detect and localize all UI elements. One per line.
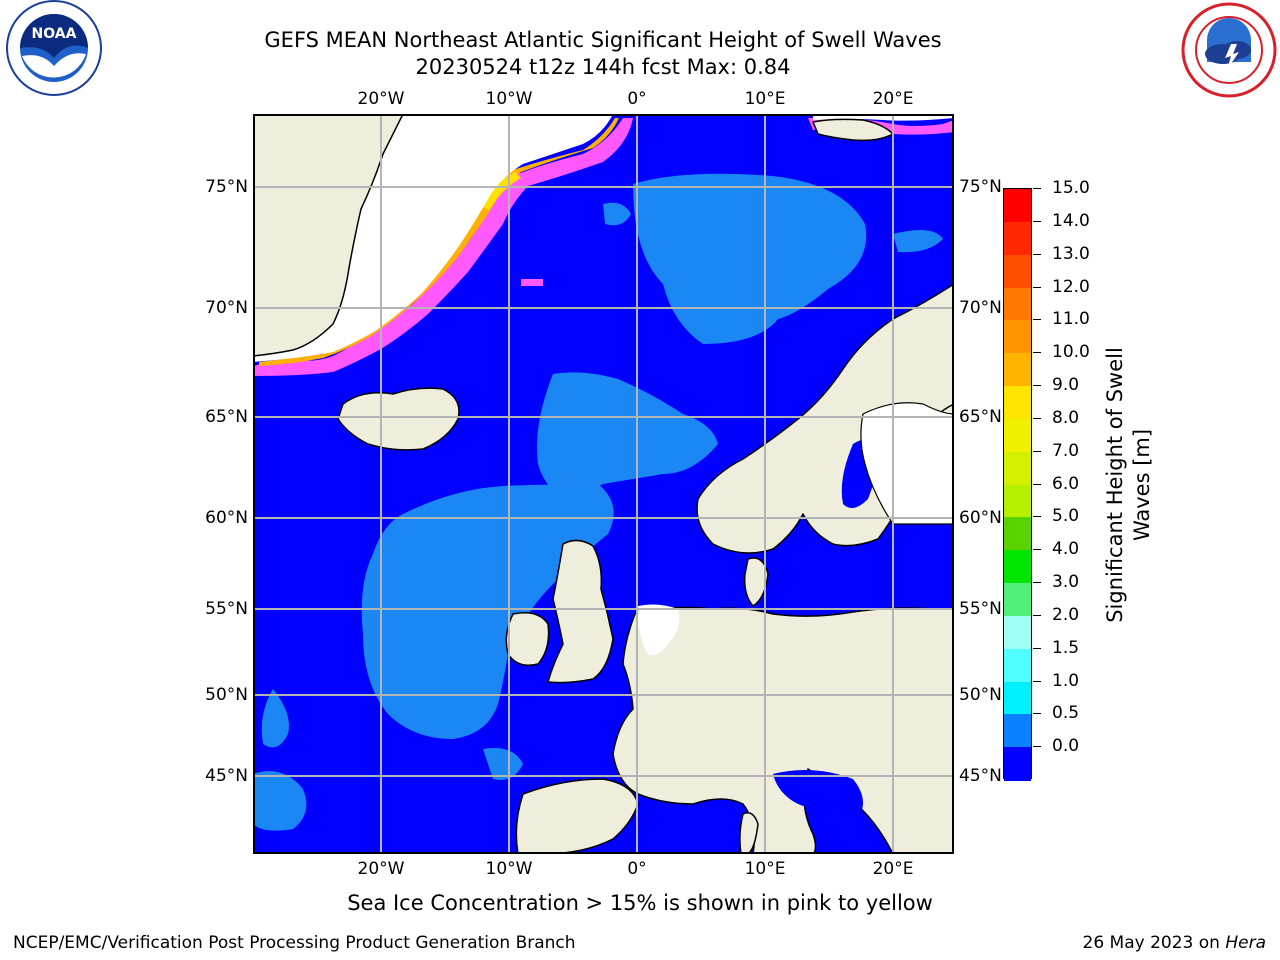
colorbar-segment bbox=[1004, 353, 1031, 387]
lon-tick-bottom-0: 0° bbox=[627, 859, 647, 879]
colorbar-tick-mark bbox=[1033, 648, 1041, 649]
colorbar-tick-label: 7.0 bbox=[1052, 441, 1080, 461]
lat-tick-left-75n: 75°N bbox=[205, 177, 248, 197]
colorbar-tick-label: 10.0 bbox=[1052, 342, 1090, 362]
lat-tick-right-45n: 45°N bbox=[959, 766, 1002, 786]
lon-tick-top-20e: 20°E bbox=[872, 89, 914, 109]
noaa-logo: NOAA bbox=[2, 0, 106, 104]
colorbar-segment bbox=[1004, 550, 1031, 584]
map-subtitle: 20230524 t12z 144h fcst Max: 0.84 bbox=[415, 55, 791, 79]
colorbar bbox=[1003, 188, 1032, 781]
colorbar-segment bbox=[1004, 418, 1031, 453]
colorbar-tick-label: 1.0 bbox=[1052, 671, 1080, 691]
colorbar-segment bbox=[1004, 714, 1031, 748]
swell-band-0.5-1.0 bbox=[253, 173, 943, 831]
lat-tick-left-50n: 50°N bbox=[205, 685, 248, 705]
lon-tick-top-10w: 10°W bbox=[485, 89, 533, 109]
colorbar-segment bbox=[1004, 320, 1031, 354]
colorbar-tick-label: 6.0 bbox=[1052, 474, 1080, 494]
colorbar-tick-mark bbox=[1033, 516, 1041, 517]
colorbar-tick-label: 15.0 bbox=[1052, 178, 1090, 198]
map-title: GEFS MEAN Northeast Atlantic Significant… bbox=[264, 28, 942, 52]
colorbar-tick-label: 3.0 bbox=[1052, 572, 1080, 592]
lon-tick-top-20w: 20°W bbox=[357, 89, 405, 109]
lon-tick-top-10e: 10°E bbox=[744, 89, 786, 109]
colorbar-tick-label: 11.0 bbox=[1052, 309, 1090, 329]
colorbar-segment bbox=[1004, 484, 1031, 518]
colorbar-title-line2: Waves [m] bbox=[1130, 428, 1154, 542]
colorbar-tick-mark bbox=[1033, 615, 1041, 616]
graticule bbox=[253, 114, 954, 854]
colorbar-tick-mark bbox=[1033, 484, 1041, 485]
lon-tick-bottom-10e: 10°E bbox=[744, 859, 786, 879]
colorbar-tick-mark bbox=[1033, 352, 1041, 353]
colorbar-segment bbox=[1004, 517, 1031, 551]
footer-host: Hera bbox=[1225, 933, 1266, 953]
colorbar-segment bbox=[1004, 747, 1031, 781]
colorbar-segment bbox=[1004, 287, 1031, 321]
colorbar-tick-mark bbox=[1033, 746, 1041, 747]
sea-ice-note: Sea Ice Concentration > 15% is shown in … bbox=[347, 891, 933, 915]
colorbar-tick-label: 4.0 bbox=[1052, 539, 1080, 559]
colorbar-segment bbox=[1004, 189, 1031, 223]
footer-credit: NCEP/EMC/Verification Post Processing Pr… bbox=[13, 933, 576, 953]
colorbar-segment bbox=[1004, 451, 1031, 486]
colorbar-tick-mark bbox=[1033, 287, 1041, 288]
colorbar-tick-mark bbox=[1033, 681, 1041, 682]
colorbar-tick-label: 8.0 bbox=[1052, 408, 1080, 428]
colorbar-tick-label: 1.5 bbox=[1052, 638, 1080, 658]
gulf-of-bothnia bbox=[860, 402, 954, 525]
baltic-sea bbox=[773, 439, 907, 824]
lat-tick-right-55n: 55°N bbox=[959, 599, 1002, 619]
lat-tick-right-70n: 70°N bbox=[959, 298, 1002, 318]
colorbar-tick-label: 13.0 bbox=[1052, 244, 1090, 264]
lat-tick-right-50n: 50°N bbox=[959, 685, 1002, 705]
colorbar-segment bbox=[1004, 615, 1031, 650]
colorbar-tick-mark bbox=[1033, 418, 1041, 419]
colorbar-title: Significant Height of Swell Waves [m] bbox=[1102, 347, 1156, 623]
lat-tick-left-55n: 55°N bbox=[205, 599, 248, 619]
lat-tick-right-75n: 75°N bbox=[959, 177, 1002, 197]
colorbar-tick-label: 12.0 bbox=[1052, 277, 1090, 297]
colorbar-tick-label: 5.0 bbox=[1052, 506, 1080, 526]
map-frame bbox=[253, 114, 954, 854]
no-data-area bbox=[638, 604, 680, 656]
colorbar-segment bbox=[1004, 681, 1031, 715]
noaa-logo-text: NOAA bbox=[32, 26, 77, 42]
lat-tick-left-60n: 60°N bbox=[205, 508, 248, 528]
colorbar-tick-label: 2.0 bbox=[1052, 605, 1080, 625]
lon-tick-bottom-20w: 20°W bbox=[357, 859, 405, 879]
colorbar-tick-mark bbox=[1033, 385, 1041, 386]
colorbar-tick-mark bbox=[1033, 451, 1041, 452]
swell-wave-height-map bbox=[253, 114, 954, 854]
colorbar-tick-mark bbox=[1033, 188, 1041, 189]
lat-tick-left-65n: 65°N bbox=[205, 407, 248, 427]
lon-tick-top-0: 0° bbox=[627, 89, 647, 109]
colorbar-segment bbox=[1004, 386, 1031, 420]
lat-tick-right-65n: 65°N bbox=[959, 407, 1002, 427]
colorbar-tick-label: 9.0 bbox=[1052, 375, 1080, 395]
colorbar-title-line1: Significant Height of Swell bbox=[1103, 347, 1127, 623]
colorbar-tick-mark bbox=[1033, 254, 1041, 255]
colorbar-segment bbox=[1004, 648, 1031, 683]
lon-tick-bottom-20e: 20°E bbox=[872, 859, 914, 879]
colorbar-segment bbox=[1004, 583, 1031, 617]
colorbar-tick-mark bbox=[1033, 319, 1041, 320]
colorbar-tick-mark bbox=[1033, 582, 1041, 583]
colorbar-tick-label: 0.5 bbox=[1052, 703, 1080, 723]
footer-date-text: 26 May 2023 on bbox=[1082, 933, 1226, 953]
colorbar-tick-label: 0.0 bbox=[1052, 736, 1080, 756]
colorbar-segment bbox=[1004, 221, 1031, 256]
lon-tick-bottom-10w: 10°W bbox=[485, 859, 533, 879]
colorbar-tick-mark bbox=[1033, 221, 1041, 222]
lat-tick-left-45n: 45°N bbox=[205, 766, 248, 786]
footer-date: 26 May 2023 on Hera bbox=[1083, 932, 1267, 954]
lat-tick-left-70n: 70°N bbox=[205, 298, 248, 318]
colorbar-tick-mark bbox=[1033, 713, 1041, 714]
colorbar-tick-label: 14.0 bbox=[1052, 211, 1090, 231]
lat-tick-right-60n: 60°N bbox=[959, 508, 1002, 528]
national-weather-service-logo bbox=[1177, 0, 1280, 104]
colorbar-segment bbox=[1004, 254, 1031, 289]
colorbar-tick-mark bbox=[1033, 549, 1041, 550]
